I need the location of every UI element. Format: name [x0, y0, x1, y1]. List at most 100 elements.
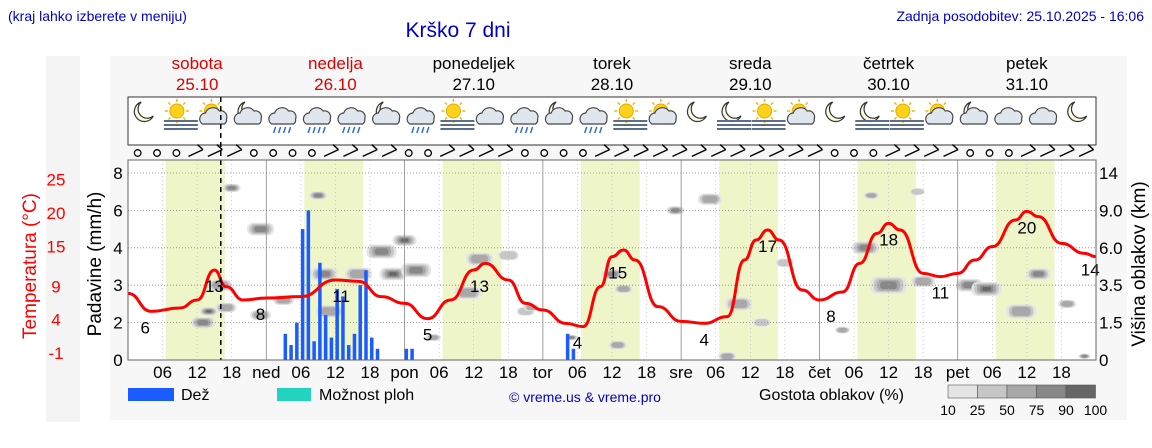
wind-calm [172, 149, 181, 157]
region-hint[interactable]: (kraj lahko izberete v meniju) [8, 8, 187, 24]
moon-shape [1067, 101, 1088, 123]
barb-feather [758, 144, 765, 151]
sun-shape [169, 103, 185, 119]
wind-barb [343, 144, 359, 158]
wind-calm [830, 149, 839, 157]
temperature-label: 15 [608, 264, 627, 283]
barb-shaft [807, 148, 823, 158]
barb-shaft [207, 148, 223, 158]
cloud-blob [617, 286, 630, 292]
sun-cloud-icon [648, 99, 677, 125]
density-swatch [947, 384, 978, 399]
rain-bar [404, 348, 409, 360]
wind-barb [478, 144, 494, 158]
sun-ray [632, 101, 636, 106]
y-axis-cloud-height: 0 1.5 3.5 6.0 9.0 14 [1099, 164, 1123, 370]
cloud-shape [302, 107, 332, 125]
wind-barb [1059, 144, 1075, 158]
moon-icon [686, 101, 707, 123]
barb-shaft [710, 148, 727, 158]
precipitation-axis-title: Padavine (mm/h) [85, 192, 106, 337]
sun-ray [459, 116, 463, 121]
sun-ray [928, 101, 932, 106]
barb-feather [351, 144, 359, 151]
wind-strip [133, 144, 1095, 158]
rain-drop [416, 126, 420, 134]
precipitation-tick: 8 [113, 164, 122, 183]
rain-bar [295, 322, 299, 360]
temperature-label: 4 [573, 334, 582, 353]
sun-ray [908, 116, 912, 121]
moon-fog-icon [855, 101, 890, 130]
cloud-height-tick: 3.5 [1099, 276, 1123, 295]
wind-calm [579, 149, 587, 157]
wind-barb [652, 144, 669, 158]
wind-calm [269, 149, 278, 157]
legend-rain-label: Dež [181, 387, 209, 404]
cloud-blob [1032, 271, 1044, 277]
day-name: petek [1006, 54, 1048, 73]
cloud-blob [1061, 301, 1073, 307]
credit-link[interactable]: © vreme.us & vreme.pro [509, 389, 661, 405]
x-tick-label: 12 [188, 363, 207, 382]
sun-ray [182, 101, 186, 106]
sun-ray [617, 116, 621, 121]
moon-shape [721, 101, 742, 123]
cloud-blob [349, 269, 368, 279]
day-date: 29.10 [729, 75, 772, 94]
barb-shaft [439, 148, 455, 158]
wind-calm [966, 149, 975, 157]
cloud-rain-icon [268, 107, 297, 134]
sun-ray [908, 101, 912, 106]
cloud-shape [337, 107, 366, 125]
cloud-density-title: Gostota oblakov (%) [759, 387, 904, 404]
cloud-shape [544, 107, 574, 125]
rain-drop [584, 126, 588, 134]
sun-fog-icon [889, 99, 924, 130]
y-axis-precipitation: 0 2 3 4 6 8 [113, 164, 122, 370]
barb-shaft [614, 148, 630, 158]
density-swatch [1036, 384, 1067, 399]
x-tick-label: 18 [637, 363, 656, 382]
x-tick-label: 06 [983, 363, 1002, 382]
barb-shaft [226, 148, 243, 158]
wind-calm [985, 149, 994, 157]
rain-drop [529, 126, 534, 134]
precipitation-tick: 3 [113, 276, 122, 295]
wind-barb [730, 144, 746, 158]
daylight-band [719, 160, 778, 360]
barb-feather [661, 144, 669, 151]
wind-barb [226, 144, 243, 158]
sun-ray [617, 101, 621, 106]
x-tick-label: 18 [499, 363, 518, 382]
wind-calm [424, 149, 433, 157]
sun-shape [895, 103, 911, 119]
wind-calm [404, 149, 413, 157]
wind-barb [323, 144, 339, 158]
moon-fog-icon [717, 101, 751, 130]
wind-calm [307, 149, 316, 157]
barb-feather [235, 144, 243, 151]
cloud-height-tick: 6.0 [1099, 239, 1123, 258]
x-tick-label: 18 [222, 363, 241, 382]
sun-fog-icon [613, 99, 648, 130]
cloud-blob [321, 307, 339, 316]
cloud-blob [1011, 306, 1031, 316]
cloud-blob [499, 251, 517, 260]
x-tick-label: 12 [1017, 363, 1036, 382]
temperature-label: 6 [141, 318, 150, 337]
precipitation-tick: 4 [113, 239, 122, 258]
rain-drop [277, 126, 282, 134]
temperature-tick: 9 [51, 277, 60, 296]
wind-calm [249, 149, 258, 157]
barb-shaft [1078, 148, 1094, 158]
density-step-label: 25 [970, 402, 986, 418]
temperature-tick: 4 [51, 311, 60, 330]
barb-shaft [1059, 148, 1075, 158]
cloud-blob [314, 193, 323, 198]
cloud-blob [197, 320, 209, 326]
barb-shaft [1040, 148, 1056, 158]
x-tick-label: pon [390, 363, 418, 382]
cloud-blob [866, 193, 877, 198]
rain-drop [519, 126, 524, 134]
